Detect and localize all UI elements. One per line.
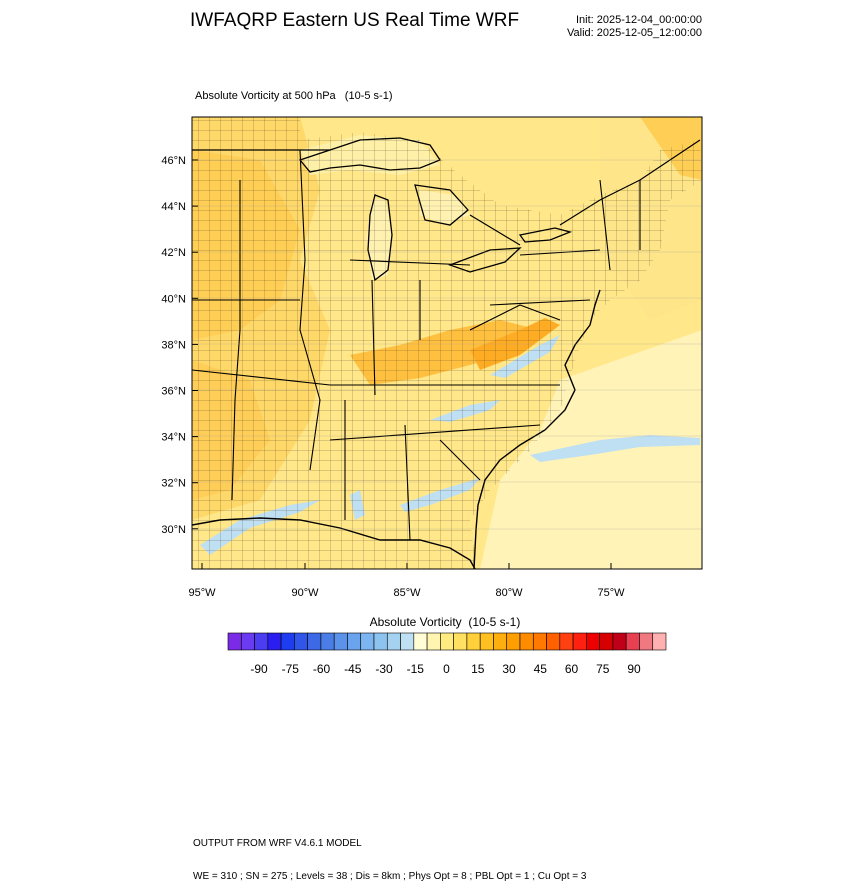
- county-lines: [192, 117, 702, 569]
- colorbar: [227, 632, 667, 651]
- colorbar-swatch: [479, 632, 494, 651]
- colorbar-swatch: [572, 632, 587, 651]
- atlantic-coastline: [473, 289, 601, 569]
- lake-erie-shore: [448, 247, 522, 273]
- colorbar-swatch: [294, 632, 308, 651]
- colorbar-label: 75: [596, 662, 610, 676]
- lake-huron-shore: [414, 184, 469, 226]
- negative-vorticity-streak-5: [530, 435, 700, 462]
- colorbar-title: Absolute Vorticity (10-5 s-1): [369, 615, 521, 629]
- colorbar-swatch: [333, 632, 348, 651]
- lake-superior-shore: [298, 137, 441, 173]
- lat-tick-label: 44°N: [161, 201, 186, 213]
- colorbar-swatch: [440, 632, 454, 651]
- colorbar-label: 15: [471, 662, 485, 676]
- colorbar-swatch: [532, 632, 547, 651]
- footer-model-line: OUTPUT FROM WRF V4.6.1 MODEL: [193, 838, 362, 849]
- colorbar-label: -30: [375, 662, 393, 676]
- colorbar-swatch: [240, 632, 255, 651]
- colorbar-swatch: [347, 632, 362, 651]
- colorbar-swatch: [493, 632, 508, 651]
- init-valid-times: Init: 2025-12-04_00:00:00 Valid: 2025-12…: [567, 14, 702, 40]
- lat-tick-label: 46°N: [161, 155, 186, 167]
- colorbar-swatch: [639, 632, 654, 651]
- colorbar-swatch: [599, 632, 614, 651]
- colorbar-swatch: [652, 632, 667, 651]
- colorbar-swatch: [519, 632, 534, 651]
- colorbar-swatch: [559, 632, 574, 651]
- colorbar-label: -15: [407, 662, 425, 676]
- colorbar-swatch: [612, 632, 627, 651]
- lat-tick-label: 38°N: [161, 339, 186, 351]
- lat-tick-label: 42°N: [161, 247, 186, 259]
- colorbar-label: 45: [534, 662, 548, 676]
- main-title: IWFAQRP Eastern US Real Time WRF: [190, 10, 520, 31]
- colorbar-swatch: [227, 632, 242, 651]
- state-borders: [192, 149, 641, 541]
- lat-tick-label: 32°N: [161, 478, 186, 490]
- map-frame: [191, 116, 703, 570]
- lake-ontario-shore: [518, 227, 573, 243]
- colorbar-swatch: [280, 632, 295, 651]
- footer-config-line: WE = 310 ; SN = 275 ; Levels = 38 ; Dis …: [193, 871, 587, 882]
- colorbar-label: 30: [502, 662, 516, 676]
- colorbar-swatch: [546, 632, 561, 651]
- colorbar-swatch: [400, 632, 415, 651]
- colorbar-swatch: [625, 632, 640, 651]
- gulf-coastline: [192, 517, 476, 569]
- colorbar-swatch: [267, 632, 282, 651]
- lat-tick-label: 40°N: [161, 293, 186, 305]
- colorbar-swatch: [453, 632, 468, 651]
- colorbar-swatch: [426, 632, 441, 651]
- graticule: [192, 159, 702, 530]
- lon-tick-label: 85°W: [393, 587, 421, 599]
- longitude-axis: 95°W 90°W 85°W 80°W 75°W: [188, 563, 625, 599]
- colorbar-label: -90: [250, 662, 268, 676]
- lon-tick-label: 95°W: [188, 587, 216, 599]
- colorbar-label: -75: [282, 662, 300, 676]
- latitude-axis: 46°N 44°N 42°N 40°N 38°N 36°N 34°N 32°N 30°N: [161, 155, 198, 536]
- map-area: [192, 117, 702, 569]
- lon-tick-label: 75°W: [597, 587, 625, 599]
- colorbar-swatch: [506, 632, 521, 651]
- lon-tick-label: 80°W: [495, 587, 523, 599]
- lat-tick-label: 30°N: [161, 524, 186, 536]
- colorbar-swatch: [373, 632, 388, 651]
- lon-tick-label: 90°W: [291, 587, 319, 599]
- lat-tick-label: 36°N: [161, 386, 186, 398]
- colorbar-swatch: [413, 632, 428, 651]
- colorbar-label: 60: [565, 662, 579, 676]
- colorbar-swatch: [254, 632, 269, 651]
- colorbar-swatch: [586, 632, 600, 651]
- init-time: Init: 2025-12-04_00:00:00: [576, 14, 702, 26]
- footer: OUTPUT FROM WRF V4.6.1 MODEL WE = 310 ; …: [193, 816, 586, 893]
- colorbar-label: -60: [313, 662, 331, 676]
- map-figure: 46°N 44°N 42°N 40°N 38°N 36°N 34°N 32°N 30°N 95°…: [161, 116, 703, 676]
- lat-tick-label: 34°N: [161, 432, 186, 444]
- colorbar-swatch: [307, 632, 322, 651]
- valid-time: Valid: 2025-12-05_12:00:00: [567, 27, 702, 39]
- colorbar-label: 0: [443, 662, 450, 676]
- colorbar-labels: -90 -75 -60 -45 -30 -15 0 15 30 45 60 75 90: [250, 662, 641, 676]
- colorbar-label: 90: [627, 662, 641, 676]
- colorbar-swatch: [320, 632, 335, 651]
- colorbar-swatch: [466, 632, 481, 651]
- colorbar-swatch: [386, 632, 401, 651]
- colorbar-swatch: [360, 632, 375, 651]
- plot-subtitle: Absolute Vorticity at 500 hPa (10-5 s-1): [195, 90, 393, 102]
- colorbar-label: -45: [344, 662, 362, 676]
